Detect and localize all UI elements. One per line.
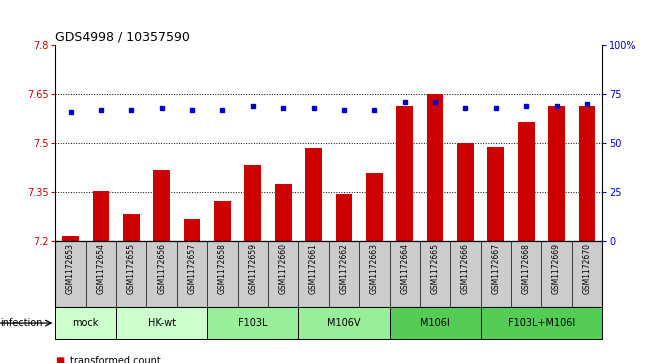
Text: GSM1172661: GSM1172661 (309, 243, 318, 294)
Text: GSM1172654: GSM1172654 (96, 243, 105, 294)
Text: GSM1172668: GSM1172668 (521, 243, 531, 294)
Bar (62, 237, 79, 241)
Text: GSM1172663: GSM1172663 (370, 243, 379, 294)
Bar (488, 147, 504, 241)
Text: M106I: M106I (420, 318, 450, 328)
FancyBboxPatch shape (298, 307, 389, 339)
Text: GSM1172653: GSM1172653 (66, 243, 75, 294)
Text: HK-wt: HK-wt (148, 318, 176, 328)
Bar (457, 143, 474, 241)
Bar (214, 200, 230, 241)
Text: GSM1172655: GSM1172655 (127, 243, 136, 294)
Bar (548, 106, 565, 241)
Text: GSM1172664: GSM1172664 (400, 243, 409, 294)
Bar (275, 184, 292, 241)
Text: F103L: F103L (238, 318, 268, 328)
Text: ■: ■ (55, 356, 64, 363)
Text: GSM1172659: GSM1172659 (248, 243, 257, 294)
Bar (518, 122, 534, 241)
Text: GSM1172667: GSM1172667 (492, 243, 501, 294)
Text: GSM1172660: GSM1172660 (279, 243, 288, 294)
Text: GSM1172669: GSM1172669 (552, 243, 561, 294)
Text: F103L+M106I: F103L+M106I (508, 318, 575, 328)
Bar (336, 194, 352, 241)
Text: GSM1172666: GSM1172666 (461, 243, 470, 294)
Bar (92, 191, 109, 241)
FancyBboxPatch shape (207, 307, 298, 339)
Text: GDS4998 / 10357590: GDS4998 / 10357590 (55, 30, 190, 44)
FancyBboxPatch shape (480, 307, 602, 339)
Text: GSM1172658: GSM1172658 (218, 243, 227, 294)
Text: GSM1172662: GSM1172662 (339, 243, 348, 294)
Text: GSM1172657: GSM1172657 (187, 243, 197, 294)
FancyBboxPatch shape (55, 307, 116, 339)
Text: GSM1172665: GSM1172665 (430, 243, 439, 294)
Bar (366, 173, 383, 241)
Bar (396, 106, 413, 241)
Text: mock: mock (72, 318, 99, 328)
Bar (244, 165, 261, 241)
Text: GSM1172656: GSM1172656 (157, 243, 166, 294)
Bar (154, 170, 170, 241)
Text: transformed count: transformed count (70, 356, 160, 363)
Bar (123, 213, 140, 241)
FancyBboxPatch shape (389, 307, 480, 339)
Bar (579, 106, 596, 241)
Bar (427, 94, 443, 241)
Bar (184, 219, 201, 241)
FancyBboxPatch shape (116, 307, 207, 339)
Text: infection: infection (0, 318, 42, 328)
Text: GSM1172670: GSM1172670 (583, 243, 592, 294)
Text: M106V: M106V (327, 318, 361, 328)
Bar (305, 148, 322, 241)
